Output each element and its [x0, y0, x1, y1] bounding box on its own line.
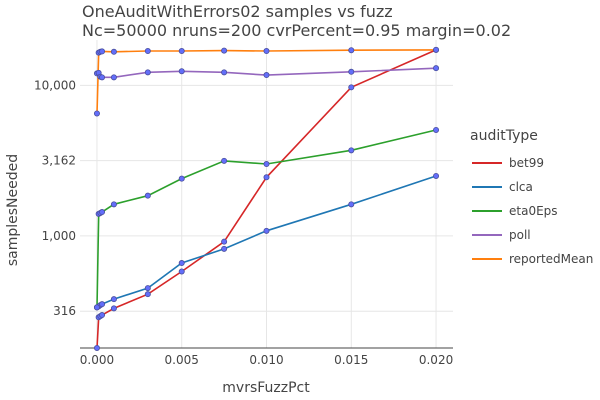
gridlines [80, 40, 453, 349]
data-point-eta0Eps [221, 157, 228, 164]
data-point-eta0Eps [178, 175, 185, 182]
data-point-bet99 [99, 312, 106, 319]
chart-subtitle: Nc=50000 nruns=200 cvrPercent=0.95 margi… [82, 21, 511, 40]
legend-label: bet99 [509, 156, 544, 170]
data-point-clca [110, 296, 117, 303]
data-point-bet99 [221, 238, 228, 245]
data-point-clca [433, 172, 440, 179]
legend-label: clca [509, 180, 533, 194]
data-point-eta0Eps [433, 126, 440, 133]
data-point-poll [433, 65, 440, 72]
x-tick-label: 0.015 [334, 353, 368, 367]
data-point-clca [178, 260, 185, 267]
data-point-eta0Eps [144, 192, 151, 199]
legend-label: eta0Eps [509, 204, 558, 218]
legend-item-bet99[interactable]: bet99 [472, 156, 544, 170]
data-point-clca [221, 245, 228, 252]
tick-labels: 0.000 0.005 0.010 0.015 0.020 316 1,000 3,162 10… [34, 78, 453, 367]
data-point-poll [221, 69, 228, 76]
data-point-bet99 [93, 344, 100, 351]
data-point-reportedMean [433, 46, 440, 53]
data-point-eta0Eps [348, 147, 355, 154]
data-point-reportedMean [263, 48, 270, 55]
x-tick-label: 0.010 [249, 353, 283, 367]
data-point-poll [110, 74, 117, 81]
data-point-reportedMean [110, 48, 117, 55]
data-point-clca [99, 301, 106, 308]
legend-label: poll [509, 228, 531, 242]
data-point-poll [99, 74, 106, 81]
x-tick-label: 0.020 [419, 353, 453, 367]
legend: auditType bet99 clca eta0Eps poll reportedMe… [470, 128, 593, 266]
data-point-clca [263, 227, 270, 234]
data-point-bet99 [178, 268, 185, 275]
legend-title: auditType [470, 128, 538, 144]
data-point-poll [263, 72, 270, 79]
data-point-bet99 [110, 305, 117, 312]
y-tick-label: 3,162 [42, 154, 76, 168]
data-point-clca [348, 201, 355, 208]
y-tick-label: 316 [53, 304, 76, 318]
legend-item-clca[interactable]: clca [472, 180, 533, 194]
data-point-reportedMean [144, 48, 151, 55]
data-point-eta0Eps [110, 201, 117, 208]
data-point-bet99 [263, 174, 270, 181]
chart-title: OneAuditWithErrors02 samples vs fuzz [82, 2, 393, 21]
data-point-eta0Eps [93, 304, 100, 311]
legend-item-reportedMean[interactable]: reportedMean [472, 252, 593, 266]
data-markers [93, 46, 440, 351]
data-point-eta0Eps [263, 161, 270, 168]
data-point-bet99 [348, 84, 355, 91]
data-point-reportedMean [93, 110, 100, 117]
data-point-poll [178, 68, 185, 75]
x-tick-label: 0.000 [80, 353, 114, 367]
data-point-reportedMean [99, 48, 106, 55]
x-axis-title: mvrsFuzzPct [222, 380, 310, 396]
data-point-reportedMean [178, 48, 185, 55]
data-point-reportedMean [348, 47, 355, 54]
data-point-bet99 [144, 291, 151, 298]
y-axis-title: samplesNeeded [5, 154, 21, 266]
y-tick-label: 10,000 [34, 78, 76, 92]
legend-label: reportedMean [509, 252, 593, 266]
x-tick-label: 0.005 [165, 353, 199, 367]
data-point-reportedMean [221, 47, 228, 54]
data-point-poll [144, 69, 151, 76]
legend-item-eta0Eps[interactable]: eta0Eps [472, 204, 558, 218]
y-tick-label: 1,000 [42, 229, 76, 243]
data-point-clca [144, 285, 151, 292]
legend-item-poll[interactable]: poll [472, 228, 531, 242]
data-point-poll [348, 68, 355, 75]
data-point-eta0Eps [99, 209, 106, 216]
